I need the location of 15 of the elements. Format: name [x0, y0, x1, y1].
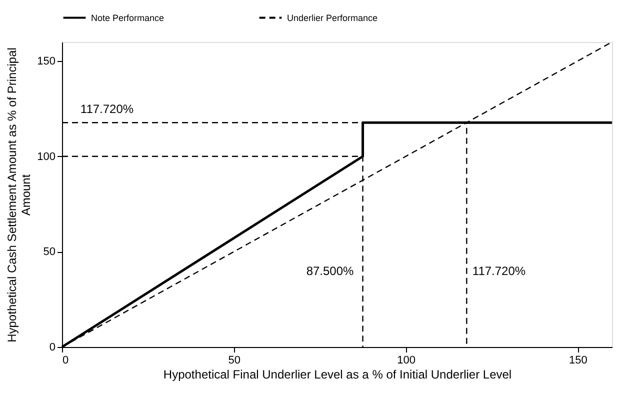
y-axis-title: Hypothetical Cash Settlement Amount as % of Principal Amount: [5, 48, 34, 342]
legend-label: Note Performance: [91, 12, 164, 23]
y-tick-label: 50: [43, 246, 56, 258]
legend-label: Underlier Performance: [287, 12, 378, 23]
x-tick-label: 0: [62, 354, 69, 366]
annotation: 87.500%: [306, 264, 354, 278]
y-tick-label: 100: [37, 150, 56, 163]
x-axis-title: Hypothetical Final Underlier Level as a % of Initial Underlier Level: [163, 368, 512, 382]
x-tick-label: 100: [397, 354, 416, 366]
x-tick-label: 150: [568, 354, 588, 366]
annotation: 117.720%: [80, 102, 134, 116]
y-tick-label: 150: [37, 56, 56, 68]
x-tick-label: 50: [228, 354, 240, 366]
y-tick-label: 0: [49, 342, 56, 354]
annotation: 117.720%: [472, 264, 526, 278]
